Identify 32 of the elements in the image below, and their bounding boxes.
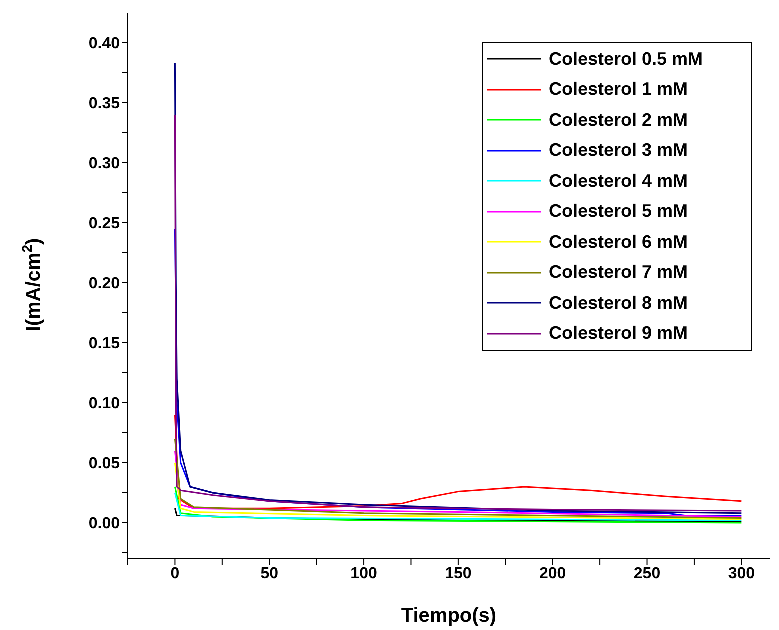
y-tick-label: 0.25 — [88, 216, 120, 233]
x-tick-label: 150 — [445, 565, 472, 582]
legend-label: Colesterol 3 mM — [549, 140, 688, 162]
y-tick-label: 0.15 — [88, 336, 120, 353]
y-tick-label: 0.00 — [88, 516, 120, 533]
x-tick-label: 300 — [728, 565, 756, 582]
x-tick-label: 200 — [540, 565, 566, 582]
legend-label: Colesterol 0.5 mM — [549, 48, 704, 70]
x-tick-label: 250 — [634, 565, 661, 582]
line-series — [174, 438, 742, 519]
legend-label: Colesterol 1 mM — [549, 79, 688, 100]
legend-label: Colesterol 9 mM — [549, 323, 688, 344]
x-tick-label: 100 — [350, 565, 378, 582]
legend-label: Colesterol 5 mM — [549, 201, 688, 222]
y-tick-label: 0.30 — [88, 156, 120, 173]
y-tick-label: 0.20 — [88, 276, 120, 293]
y-tick-label: 0.40 — [88, 36, 120, 53]
legend-label: Colesterol 8 mM — [549, 292, 688, 314]
y-tick-label: 0.10 — [88, 396, 120, 413]
x-tick-label: 50 — [260, 565, 279, 582]
legend-label: Colesterol 7 mM — [549, 262, 688, 284]
legend-label: Colesterol 6 mM — [549, 232, 688, 253]
x-tick-label: 0 — [170, 565, 180, 582]
legend-label: Colesterol 4 mM — [549, 170, 688, 192]
line-series — [174, 462, 742, 520]
line-series — [174, 450, 742, 518]
x-axis-title: Tiempo(s) — [401, 605, 497, 627]
y-tick-label: 0.35 — [88, 96, 120, 113]
line-series — [174, 492, 742, 522]
y-tick-label: 0.05 — [88, 456, 120, 473]
legend-label: Colesterol 2 mM — [549, 110, 688, 131]
line-series — [174, 486, 742, 524]
